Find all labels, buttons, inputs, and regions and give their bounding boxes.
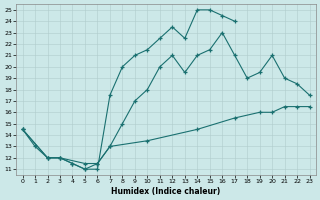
X-axis label: Humidex (Indice chaleur): Humidex (Indice chaleur) [111,187,221,196]
